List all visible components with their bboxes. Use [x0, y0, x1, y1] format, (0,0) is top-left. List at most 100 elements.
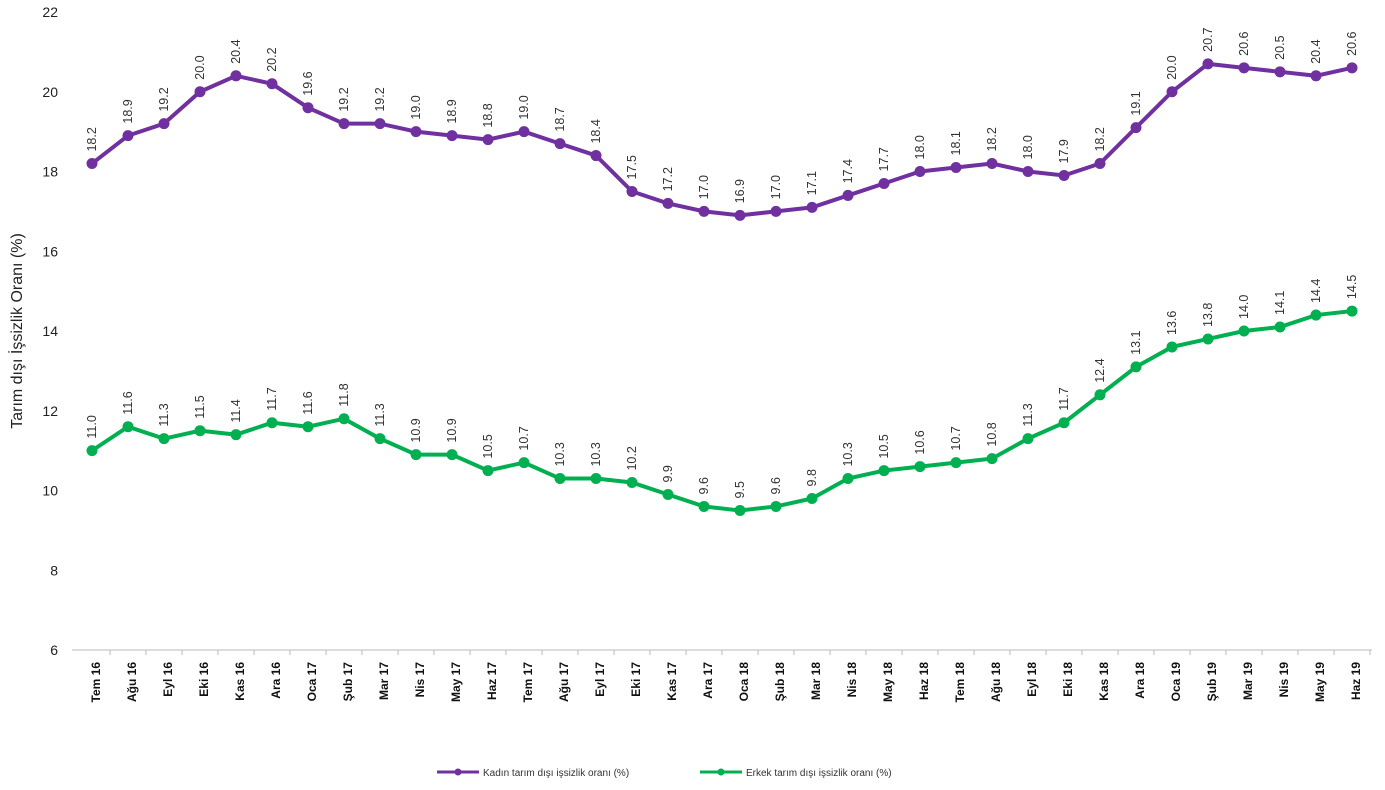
- value-label: 18.2: [85, 127, 99, 151]
- y-tick-label: 14: [42, 323, 58, 339]
- data-point: [770, 205, 782, 217]
- y-tick-label: 8: [50, 562, 58, 578]
- data-point: [482, 465, 494, 477]
- value-label: 10.5: [481, 434, 495, 458]
- data-point: [194, 86, 206, 98]
- data-point: [1022, 166, 1034, 177]
- value-label: 18.2: [985, 127, 999, 151]
- value-label: 20.6: [1345, 31, 1359, 55]
- x-tick-label: Haz 17: [485, 662, 499, 700]
- data-point: [842, 189, 854, 201]
- x-tick-label: Ara 17: [701, 662, 715, 699]
- x-tick-label: Ara 16: [269, 662, 283, 699]
- data-point: [1094, 389, 1106, 401]
- data-point: [950, 162, 962, 174]
- data-point: [554, 138, 566, 150]
- value-label: 13.1: [1129, 331, 1143, 355]
- x-tick-label: Mar 17: [377, 662, 391, 700]
- value-label: 17.7: [877, 147, 891, 171]
- value-label: 12.4: [1093, 358, 1107, 382]
- value-label: 17.0: [769, 175, 783, 199]
- value-label: 11.4: [229, 399, 243, 422]
- data-point: [410, 126, 422, 138]
- data-point: [698, 500, 710, 512]
- x-tick-label: Eki 17: [629, 662, 643, 697]
- x-tick-label: Haz 18: [917, 662, 931, 700]
- data-point: [986, 158, 998, 170]
- value-label: 10.7: [949, 426, 963, 450]
- x-tick-label: Nis 17: [413, 662, 427, 698]
- value-label: 11.3: [157, 403, 171, 426]
- x-tick-label: Tem 16: [89, 662, 103, 703]
- value-label: 16.9: [733, 179, 747, 203]
- data-point: [1166, 341, 1178, 353]
- data-point: [590, 473, 602, 485]
- data-point: [230, 70, 242, 82]
- x-tick-label: May 18: [881, 662, 895, 702]
- data-point: [230, 429, 242, 441]
- value-label: 19.2: [337, 87, 351, 111]
- legend-label: Kadın tarım dışı işsizlik oranı (%): [483, 768, 629, 779]
- value-label: 19.0: [517, 95, 531, 119]
- value-label: 20.0: [1165, 55, 1179, 79]
- value-label: 20.0: [193, 55, 207, 79]
- value-label: 20.6: [1237, 31, 1251, 55]
- value-label: 19.6: [301, 71, 315, 95]
- value-label: 20.2: [265, 47, 279, 71]
- x-tick-label: Kas 17: [665, 662, 679, 701]
- data-point: [1238, 325, 1250, 337]
- value-label: 10.3: [589, 442, 603, 466]
- data-point: [266, 78, 278, 90]
- value-label: 11.6: [301, 391, 315, 414]
- data-point: [1022, 433, 1034, 445]
- data-point: [266, 417, 278, 429]
- data-point: [626, 185, 638, 197]
- value-label: 18.0: [1021, 135, 1035, 159]
- x-tick-label: Mar 18: [809, 662, 823, 700]
- data-point: [1274, 321, 1286, 333]
- data-point: [626, 477, 638, 489]
- x-tick-label: Eyl 16: [161, 662, 175, 697]
- value-label: 20.4: [1309, 39, 1323, 63]
- x-tick-label: Mar 19: [1241, 662, 1255, 700]
- x-tick-label: Eyl 17: [593, 662, 607, 697]
- data-point: [482, 134, 494, 146]
- data-point: [446, 449, 458, 461]
- value-label: 20.4: [229, 39, 243, 63]
- value-label: 17.5: [625, 155, 639, 179]
- value-label: 17.2: [661, 167, 675, 191]
- data-point: [518, 126, 530, 138]
- data-point: [734, 504, 746, 516]
- data-point: [338, 413, 350, 425]
- data-point: [770, 500, 782, 512]
- value-label: 10.5: [877, 434, 891, 458]
- data-point: [734, 209, 746, 221]
- value-label: 19.1: [1129, 91, 1143, 115]
- y-tick-label: 18: [42, 164, 58, 180]
- value-label: 10.2: [625, 446, 639, 470]
- value-label: 19.2: [157, 87, 171, 111]
- y-tick-label: 22: [42, 4, 58, 20]
- value-label: 10.7: [517, 426, 531, 450]
- data-point: [1310, 309, 1322, 321]
- data-point: [374, 118, 386, 130]
- x-tick-label: Oca 18: [737, 662, 751, 702]
- data-point: [1058, 169, 1070, 181]
- value-label: 17.1: [805, 171, 819, 195]
- value-label: 11.6: [121, 391, 135, 414]
- value-label: 11.0: [85, 415, 99, 438]
- value-label: 11.3: [373, 403, 387, 426]
- value-label: 10.6: [913, 430, 927, 454]
- x-tick-label: May 17: [449, 662, 463, 702]
- value-label: 10.8: [985, 422, 999, 446]
- data-point: [698, 205, 710, 217]
- data-point: [662, 197, 674, 209]
- value-label: 20.5: [1273, 35, 1287, 59]
- value-label: 10.9: [409, 418, 423, 442]
- x-tick-label: Şub 19: [1205, 662, 1219, 702]
- value-label: 18.8: [481, 103, 495, 127]
- value-label: 10.3: [553, 442, 567, 466]
- data-point: [914, 166, 926, 177]
- x-tick-label: Ağu 17: [557, 662, 571, 702]
- x-tick-label: Eyl 18: [1025, 662, 1039, 697]
